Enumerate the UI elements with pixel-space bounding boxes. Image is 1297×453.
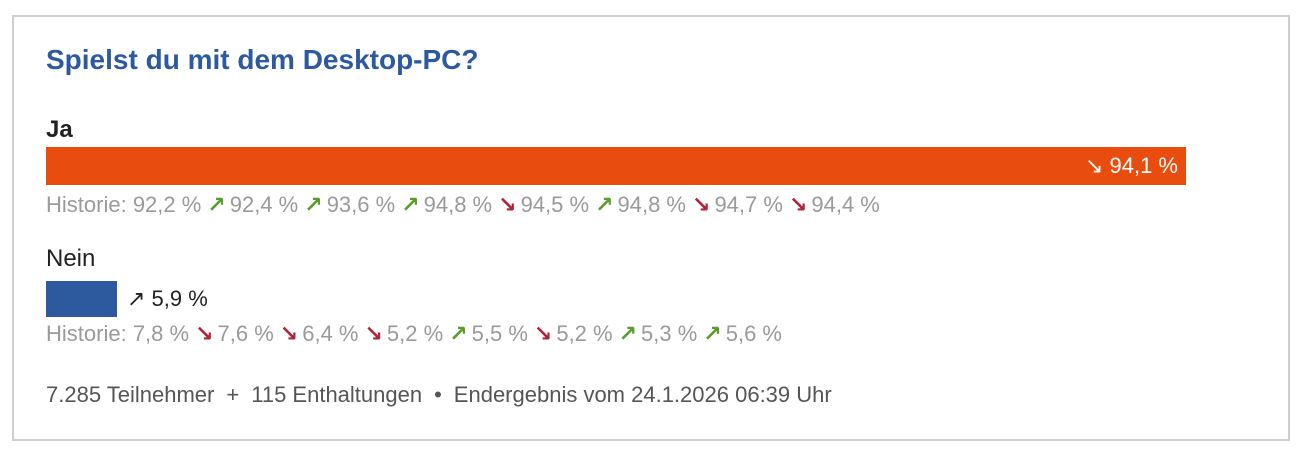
history-value: 93,6 %	[326, 192, 396, 217]
history-ja: Historie: 92,2 % ↗ 92,4 % ↗ 93,6 % ↗ 94,8 % ↘ 94…	[46, 192, 880, 218]
participants-count: 7.285 Teilnehmer	[46, 382, 215, 407]
percent-ja: 94,1 %	[1109, 153, 1179, 178]
history-value: 92,2 %	[132, 192, 202, 217]
poll-footer: 7.285 Teilnehmer +115 Enthaltungen • Enderg…	[46, 382, 832, 408]
history-value: 5,5 %	[471, 321, 528, 346]
result-date: Endergebnis vom 24.1.2026 06:39 Uhr	[453, 382, 832, 407]
trend-down-arrow-icon: ↘	[788, 192, 808, 217]
history-value: 94,5 %	[520, 192, 590, 217]
trend-up-arrow-icon: ↗	[703, 321, 722, 346]
trend-up-arrow-icon: ↗	[618, 321, 638, 346]
trend-down-arrow-icon: ↘	[195, 321, 214, 346]
trend-down-arrow-icon: ↘	[1084, 153, 1110, 178]
history-value: 5,3 %	[641, 321, 698, 346]
history-value: 5,2 %	[556, 321, 613, 346]
trend-down-arrow-icon: ↘	[364, 321, 383, 346]
history-value: 92,4 %	[229, 192, 299, 217]
plus-separator: +	[226, 382, 240, 407]
history-value: 5,6 %	[725, 321, 782, 346]
history-value: 94,8 %	[423, 192, 493, 217]
bar-nein	[46, 281, 117, 317]
option-label-ja: Ja	[46, 116, 73, 143]
trend-up-arrow-icon: ↗	[449, 321, 468, 346]
history-value: 94,8 %	[617, 192, 687, 217]
trend-up-arrow-icon: ↗	[127, 286, 152, 311]
trend-up-arrow-icon: ↗	[401, 192, 420, 217]
history-value: 6,4 %	[302, 321, 359, 346]
option-label-nein: Nein	[46, 245, 96, 272]
percent-nein: 5,9 %	[151, 286, 208, 311]
bar-ja: ↘ 94,1 %	[46, 147, 1186, 185]
trend-up-arrow-icon: ↗	[304, 192, 323, 217]
trend-down-arrow-icon: ↘	[279, 321, 299, 346]
bullet-separator: •	[434, 382, 442, 407]
history-value: 94,4 %	[811, 192, 880, 217]
bar-value-nein: ↗ 5,9 %	[127, 282, 208, 316]
bar-value-ja: ↘ 94,1 %	[1085, 147, 1178, 185]
poll-card	[12, 15, 1290, 441]
history-label-ja: Historie:	[46, 192, 127, 217]
history-value: 7,8 %	[132, 321, 190, 346]
abstentions-count: 115 Enthaltungen	[251, 382, 423, 407]
trend-up-arrow-icon: ↗	[595, 192, 614, 217]
trend-down-arrow-icon: ↘	[498, 192, 517, 217]
trend-down-arrow-icon: ↘	[533, 321, 553, 346]
trend-down-arrow-icon: ↘	[692, 192, 711, 217]
history-value: 94,7 %	[714, 192, 783, 217]
history-nein: Historie: 7,8 % ↘ 7,6 % ↘ 6,4 % ↘ 5,2 % ↗ 5,5 % ↘…	[46, 321, 782, 347]
poll-title: Spielst du mit dem Desktop-PC?	[46, 44, 479, 75]
history-label-nein: Historie:	[46, 321, 127, 346]
trend-up-arrow-icon: ↗	[207, 192, 226, 217]
history-value: 5,2 %	[386, 321, 444, 346]
history-value: 7,6 %	[217, 321, 274, 346]
